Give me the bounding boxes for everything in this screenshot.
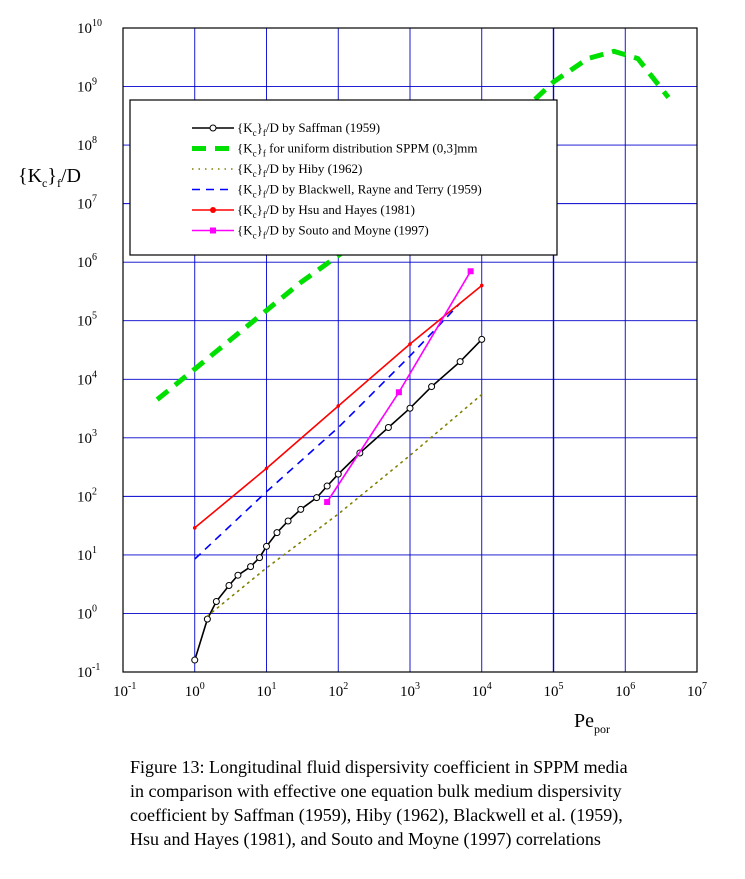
- x-tick-label: 10-1: [113, 681, 136, 700]
- caption-line-1: Figure 13: Longitudinal fluid dispersivi…: [130, 757, 628, 777]
- y-axis-title: {Kc}f/D: [18, 165, 81, 190]
- y-tick-label: 103: [77, 428, 97, 447]
- data-point: [191, 656, 199, 664]
- data-point: [203, 615, 211, 623]
- data-point: [479, 283, 484, 288]
- series-0: [191, 335, 486, 664]
- data-point: [256, 554, 264, 562]
- x-axis-title: Pepor: [574, 710, 610, 736]
- x-tick-label: 104: [472, 681, 492, 700]
- legend-box: [129, 99, 558, 256]
- legend: {Kc}f/D by Saffman (1959) {Kc}f for unifo…: [129, 99, 558, 256]
- x-tick-labels: 10-1 100 101 102 103 104 105 106 107: [113, 681, 707, 700]
- x-tick-label: 107: [687, 681, 707, 700]
- legend-label: {Kc}f/D by Blackwell, Rayne and Terry (1…: [237, 182, 482, 200]
- data-point: [395, 389, 402, 396]
- y-tick-label: 102: [77, 486, 97, 505]
- data-point: [263, 542, 270, 550]
- data-point: [247, 563, 255, 571]
- caption-line-4: Hsu and Hayes (1981), and Souto and Moyn…: [130, 829, 601, 849]
- data-point: [456, 358, 464, 366]
- data-point: [334, 470, 342, 478]
- y-tick-labels: 10-1 100 101 102 103 104 105 106 107 108 109 1010: [77, 18, 102, 681]
- data-point: [323, 482, 331, 490]
- legend-entry: {Kc}f/D by Souto and Moyne (1997): [192, 223, 429, 241]
- y-tick-label: 108: [77, 135, 97, 154]
- data-point: [384, 424, 392, 432]
- data-point: [336, 404, 341, 408]
- legend-marker: [210, 227, 216, 234]
- log-log-chart: 10-1 100 101 102 103 104 105 106 107 10-11001011…: [18, 18, 707, 736]
- y-tick-label: 1010: [77, 18, 102, 37]
- data-point: [297, 505, 305, 513]
- x-tick-label: 100: [185, 681, 205, 700]
- x-tick-label: 102: [328, 681, 348, 700]
- legend-label: {Kc}f for uniform distribution SPPM (0,3…: [237, 141, 478, 159]
- data-point: [428, 383, 436, 391]
- y-tick-label: 107: [77, 194, 97, 213]
- legend-entry: {Kc}f/D by Hiby (1962): [192, 161, 362, 179]
- legend-marker: [210, 207, 216, 213]
- x-tick-label: 103: [400, 681, 420, 700]
- caption-line-3: coefficient by Saffman (1959), Hiby (196…: [130, 805, 623, 825]
- series-4: [192, 283, 484, 530]
- series-layer: [155, 48, 671, 664]
- y-tick-label: 10-1: [77, 662, 100, 681]
- legend-entry: {Kc}f/D by Blackwell, Rayne and Terry (1…: [192, 182, 482, 200]
- data-point: [192, 526, 197, 530]
- data-point: [313, 494, 321, 502]
- legend-label: {Kc}f/D by Saffman (1959): [237, 120, 380, 138]
- data-point: [234, 571, 242, 579]
- x-tick-label: 106: [615, 681, 635, 700]
- y-tick-label: 100: [77, 603, 97, 622]
- x-tick-label: 105: [544, 681, 564, 700]
- data-point: [408, 342, 412, 346]
- data-point: [212, 598, 220, 606]
- legend-marker: [209, 124, 217, 132]
- legend-label: {Kc}f/D by Souto and Moyne (1997): [237, 223, 429, 241]
- figure-caption: Figure 13: Longitudinal fluid dispersivi…: [130, 755, 730, 851]
- x-tick-label: 101: [257, 681, 277, 700]
- y-tick-label: 105: [77, 311, 97, 330]
- y-tick-label: 101: [77, 545, 97, 564]
- data-point: [264, 466, 269, 471]
- data-point: [478, 335, 486, 343]
- data-point: [225, 582, 233, 590]
- legend-entry: {Kc}f for uniform distribution SPPM (0,3…: [192, 141, 478, 159]
- series-line: [155, 48, 671, 402]
- y-tick-label: 109: [77, 77, 97, 96]
- legend-entry: {Kc}f/D by Hsu and Hayes (1981): [192, 202, 415, 220]
- caption-line-2: in comparison with effective one equatio…: [130, 781, 622, 801]
- legend-label: {Kc}f/D by Hsu and Hayes (1981): [237, 202, 415, 220]
- series-5: [324, 268, 474, 506]
- legend-label: {Kc}f/D by Hiby (1962): [237, 161, 362, 179]
- data-point: [284, 517, 292, 525]
- data-point: [467, 268, 474, 275]
- plot-frame: [122, 27, 698, 673]
- data-point: [324, 499, 331, 506]
- legend-entry: {Kc}f/D by Saffman (1959): [192, 120, 380, 138]
- y-tick-label: 106: [77, 252, 97, 271]
- series-1: [155, 48, 671, 402]
- data-point: [406, 404, 414, 412]
- y-tick-label: 104: [77, 369, 97, 388]
- data-point: [273, 529, 281, 537]
